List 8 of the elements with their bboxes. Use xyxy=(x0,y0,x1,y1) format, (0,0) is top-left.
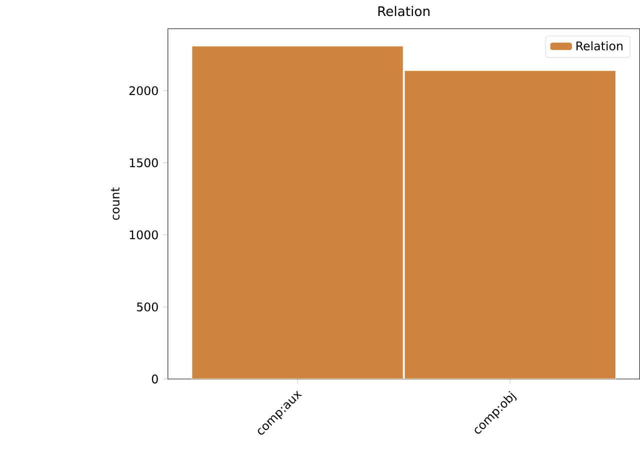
y-tick-label: 2000 xyxy=(129,86,158,95)
y-tick-label: 500 xyxy=(137,302,158,312)
y-tick-label: 1500 xyxy=(130,158,158,168)
legend-label: Relation xyxy=(576,41,622,50)
y-tick-label: 1000 xyxy=(130,230,158,240)
y-axis-title: count xyxy=(111,187,120,220)
chart-title: Relation xyxy=(378,6,430,16)
y-tick-label: 0 xyxy=(152,374,158,384)
